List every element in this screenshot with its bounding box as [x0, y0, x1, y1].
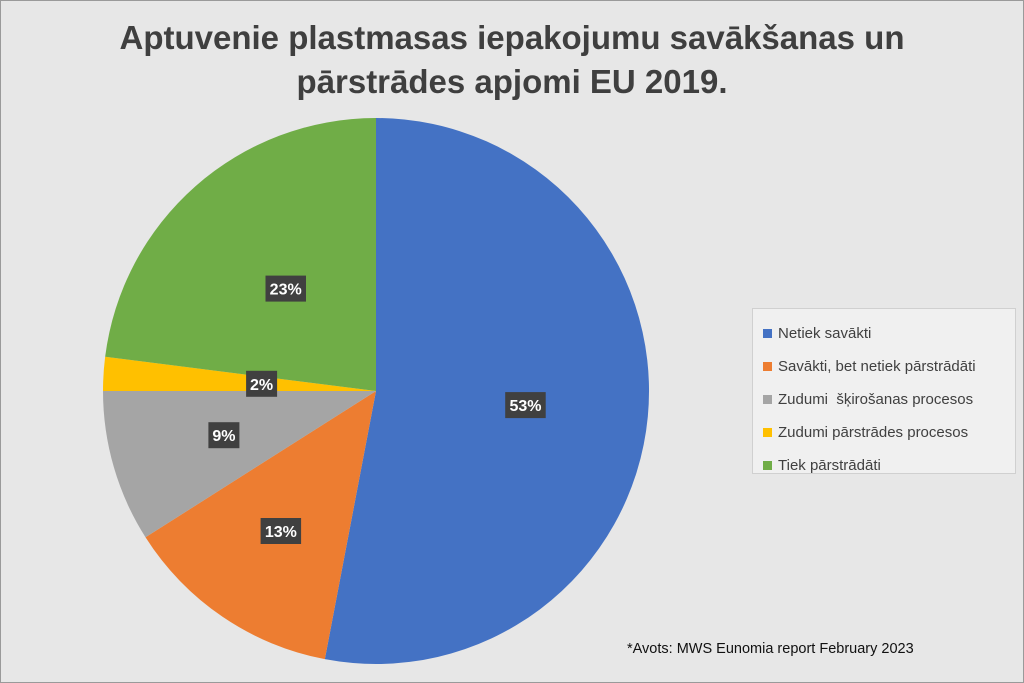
- legend-item-zudumi-parstrades: Zudumi pārstrādes procesos: [763, 416, 1015, 449]
- data-label: 9%: [208, 422, 240, 449]
- legend-item-netiek-savakti: Netiek savākti: [763, 317, 1015, 350]
- pie-slice: [105, 118, 377, 391]
- pie-slice: [103, 391, 376, 538]
- data-label-box: [208, 422, 240, 449]
- legend-swatch: [763, 461, 772, 470]
- chart-title-line-1: Aptuvenie plastmasas iepakojumu savākšan…: [119, 19, 905, 56]
- legend: Netiek savākti Savākti, bet netiek pārst…: [752, 308, 1016, 474]
- data-label-text: 53%: [509, 398, 541, 415]
- legend-label: Netiek savākti: [778, 325, 872, 342]
- pie-slice: [103, 356, 376, 391]
- legend-label: Zudumi pārstrādes procesos: [778, 424, 969, 441]
- chart-title-line-2: pārstrādes apjomi EU 2019.: [296, 63, 728, 100]
- legend-item-tiek-parstradati: Tiek pārstrādāti: [763, 449, 1015, 482]
- legend-label: Zudumi šķirošanas procesos: [778, 391, 974, 408]
- data-label: 53%: [505, 392, 546, 419]
- legend-swatch: [763, 395, 772, 404]
- data-label-box: [246, 370, 278, 397]
- data-label-box: [265, 275, 306, 302]
- legend-swatch: [763, 362, 772, 371]
- data-label: 23%: [265, 275, 306, 302]
- legend-swatch: [763, 428, 772, 437]
- legend-label: Tiek pārstrādāti: [778, 457, 881, 474]
- source-note: *Avots: MWS Eunomia report February 2023: [627, 641, 914, 657]
- legend-item-zudumi-skirosanas: Zudumi šķirošanas procesos: [763, 383, 1015, 416]
- legend-swatch: [763, 329, 772, 338]
- data-label-text: 9%: [212, 428, 235, 445]
- data-label: 2%: [246, 370, 278, 397]
- data-label-box: [260, 518, 302, 544]
- data-label-text: 2%: [250, 377, 273, 394]
- legend-item-savakti-netiek-parstradati: Savākti, bet netiek pārstrādāti: [763, 350, 1015, 383]
- legend-label: Savākti, bet netiek pārstrādāti: [778, 358, 976, 375]
- data-label-text: 23%: [270, 282, 302, 299]
- data-label-box: [505, 392, 546, 419]
- data-label-text: 13%: [265, 524, 297, 541]
- data-label: 13%: [260, 518, 302, 544]
- pie-slice: [324, 117, 650, 664]
